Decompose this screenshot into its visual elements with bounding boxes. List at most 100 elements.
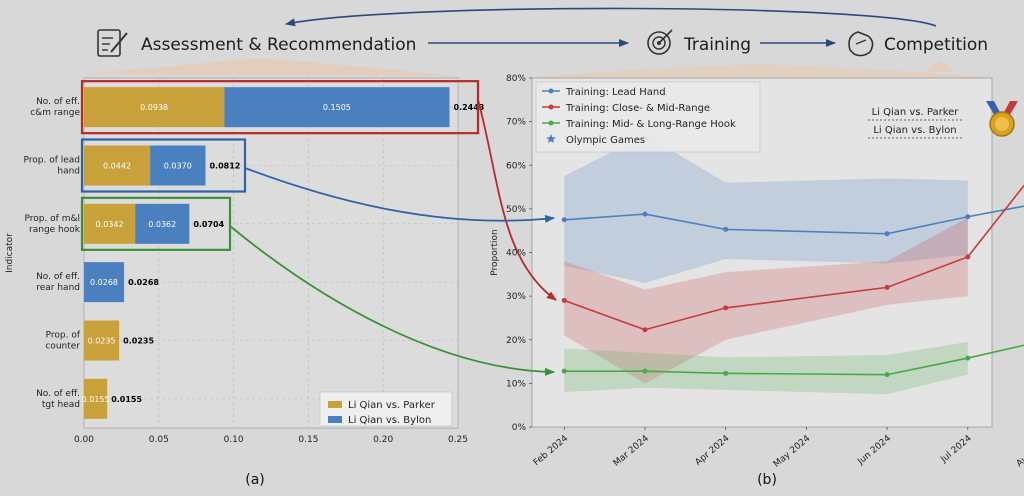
- x-tick-b: Mar 2024: [612, 433, 651, 468]
- category-label-line: Prop. of: [46, 331, 81, 341]
- legend-marker: [548, 88, 554, 94]
- funnel-right: [530, 64, 1000, 78]
- legend-label: Training: Lead Hand: [565, 87, 666, 98]
- highlight-box: [80, 138, 247, 193]
- series-point: [723, 226, 729, 232]
- confidence-band: [564, 134, 968, 284]
- series-point: [561, 217, 567, 223]
- match-annotation: Li Qian vs. Bylon: [873, 125, 956, 136]
- y-tick-b: 50%: [506, 205, 526, 215]
- category-label-line: Prop. of m&l: [24, 214, 80, 224]
- bar-segment: [150, 145, 206, 186]
- connector-arrows: [229, 99, 557, 376]
- y-tick-b: 30%: [506, 292, 526, 302]
- target-icon: [647, 29, 673, 55]
- match-annotation: Li Qian vs. Parker: [872, 107, 960, 118]
- category-label-line: hand: [57, 167, 80, 177]
- connector-arrow-blue: [244, 167, 555, 223]
- bar-value-label: 0.0370: [164, 162, 192, 171]
- category-label: Prop. of lead hand: [23, 156, 80, 177]
- bar-segment: [84, 378, 108, 419]
- feedback-arrow: [285, 7, 937, 27]
- shade-a: [84, 78, 458, 428]
- bar-value-label: 0.0268: [90, 278, 118, 287]
- bar-segment: [84, 145, 151, 186]
- series-point: [965, 254, 971, 260]
- plot-area-a: [83, 77, 459, 429]
- x-tick-b: Jul 2024: [938, 433, 973, 465]
- y-axis-label-b: Proportion: [490, 229, 500, 275]
- x-tick-a: 0.25: [448, 435, 468, 445]
- y-tick-b: 60%: [506, 161, 526, 171]
- bar-total-label: 0.0704: [193, 220, 224, 229]
- series-point: [965, 214, 971, 220]
- legend-label: Li Qian vs. Parker: [348, 400, 436, 411]
- workflow-header: Assessment & Recommendation Training Com…: [84, 7, 1000, 78]
- x-tick-a: 0.15: [298, 435, 318, 445]
- y-tick-b: 10%: [506, 379, 526, 389]
- legend-box-b: [535, 81, 761, 153]
- panel-label-a: (a): [245, 472, 265, 488]
- gold-medal-icon: [986, 101, 1018, 137]
- bar-value-label: 0.0155: [82, 395, 110, 404]
- series-point: [723, 305, 729, 311]
- bar-total-label: 0.2443: [453, 103, 484, 112]
- bar-segment: [84, 320, 120, 361]
- series-point: [642, 211, 648, 217]
- y-tick-b: 20%: [506, 336, 526, 346]
- category-label-line: No. of eff.: [36, 97, 80, 107]
- y-tick-b: 70%: [506, 118, 526, 128]
- category-label-line: counter: [45, 342, 80, 352]
- x-tick-a: 0.05: [149, 435, 169, 445]
- series-point: [884, 231, 890, 237]
- bar-value-label: 0.0442: [103, 162, 131, 171]
- highlight-box: [80, 80, 480, 135]
- x-tick-b: Feb 2024: [532, 433, 571, 468]
- category-label: No. of eff. tgt head: [36, 389, 80, 410]
- y-axis-label-a: Indicator: [5, 233, 15, 273]
- bar-value-label: 0.1505: [323, 103, 351, 112]
- confidence-band: [564, 341, 968, 395]
- bar-total-label: 0.0812: [209, 162, 240, 171]
- y-tick-b: 0%: [512, 423, 527, 433]
- bar-value-label: 0.0342: [96, 220, 124, 229]
- legend-star: [546, 134, 556, 143]
- x-tick-b: Apr 2024: [694, 433, 732, 467]
- funnel-peak: [925, 60, 955, 72]
- x-tick-a: 0.10: [224, 435, 244, 445]
- legend-marker: [548, 104, 554, 110]
- bar-value-label: 0.0235: [88, 337, 116, 346]
- bar-segment: [84, 262, 125, 303]
- x-tick-b: May 2024: [772, 433, 813, 469]
- legend-b: Training: Lead Hand Training: Close- & Mi…: [535, 81, 761, 153]
- category-label: Prop. of m&l range hook: [24, 214, 80, 235]
- legend-label: Training: Close- & Mid-Range: [565, 103, 710, 114]
- handshake-icon: [848, 31, 874, 57]
- series-point: [642, 368, 648, 374]
- y-tick-b: 80%: [506, 74, 526, 84]
- bar-value-label: 0.0362: [148, 220, 176, 229]
- category-label: No. of eff. c&m range: [30, 97, 80, 118]
- series-point: [561, 368, 567, 374]
- category-label: No. of eff. rear hand: [36, 272, 80, 293]
- series-line: [564, 344, 1024, 376]
- y-tick-b: 40%: [506, 249, 526, 259]
- legend-label: Olympic Games: [566, 135, 645, 146]
- bar-total-label: 0.0268: [128, 278, 159, 287]
- category-label-line: No. of eff.: [36, 272, 80, 282]
- series-point: [642, 327, 648, 333]
- panel-label-b: (b): [757, 472, 777, 488]
- series-line: [564, 205, 1024, 235]
- bar-segment: [84, 203, 136, 244]
- step-training-label: Training: [683, 35, 751, 55]
- category-label-line: tgt head: [42, 400, 80, 410]
- series-point: [561, 297, 567, 303]
- bar-segment: [135, 203, 190, 244]
- step-competition-label: Competition: [884, 35, 988, 55]
- category-label-line: No. of eff.: [36, 389, 80, 399]
- category-label-line: c&m range: [30, 108, 80, 118]
- series-point: [884, 284, 890, 290]
- category-label-line: Prop. of lead: [23, 156, 80, 166]
